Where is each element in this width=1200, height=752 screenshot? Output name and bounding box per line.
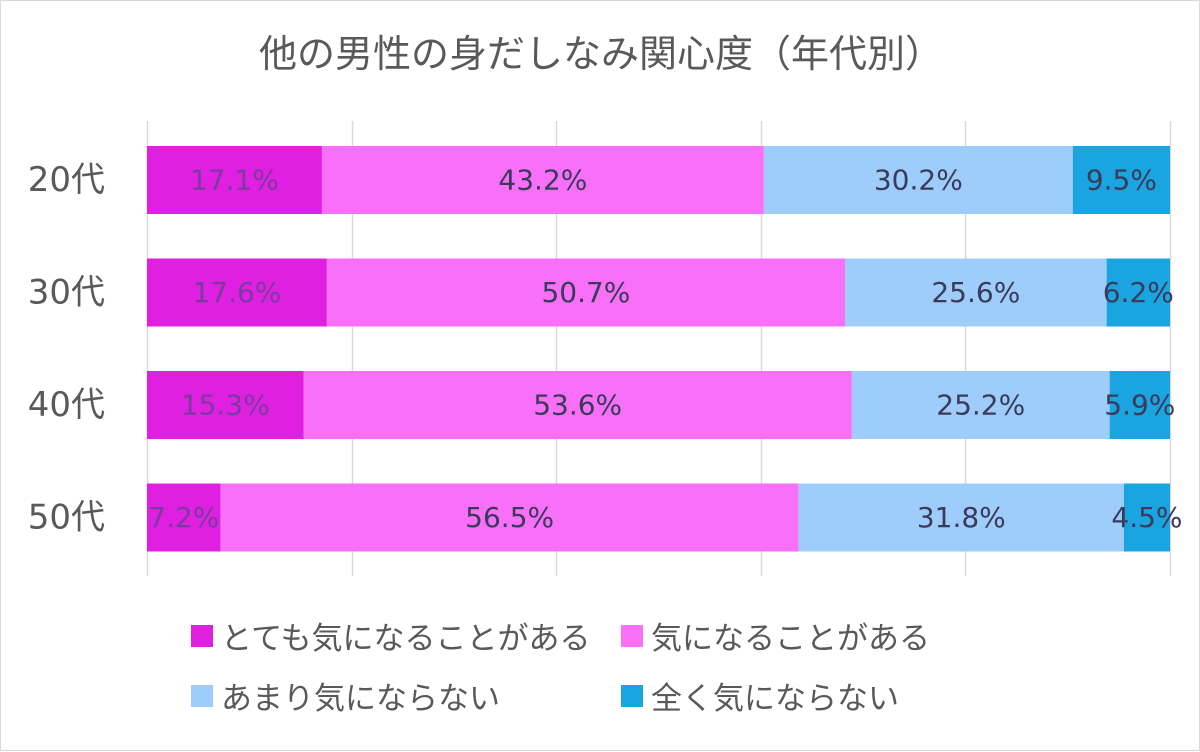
bar-segment <box>851 371 1110 439</box>
bar-segment <box>147 258 327 327</box>
category-label: 40代 <box>28 385 105 425</box>
data-label: 17.1% <box>190 164 279 197</box>
bar-segment <box>147 483 221 552</box>
legend-swatch <box>191 624 213 647</box>
bar-segment <box>326 258 846 327</box>
data-label: 56.5% <box>465 501 554 534</box>
legend-item: あまり気にならない <box>191 673 500 718</box>
category-label: 50代 <box>28 498 105 538</box>
legend-label: 全く気にならない <box>651 681 899 717</box>
data-label: 15.3% <box>181 389 270 422</box>
data-label: 5.9% <box>1104 389 1175 422</box>
data-label: 6.2% <box>1103 276 1174 309</box>
legend-item: とても気になることがある <box>191 613 591 658</box>
legend-item: 気になることがある <box>621 613 930 658</box>
data-label: 53.6% <box>533 389 622 422</box>
bar-segment <box>798 483 1124 552</box>
legend-label: あまり気にならない <box>221 681 500 717</box>
legend-swatch <box>621 684 643 707</box>
legend-item: 全く気にならない <box>621 673 899 718</box>
chart-legend: とても気になることがある 気になることがあるあまり気にならない 全く気にならない <box>191 613 991 733</box>
bar-segment <box>1106 258 1170 327</box>
category-label: 30代 <box>28 273 105 313</box>
data-label: 43.2% <box>498 164 587 197</box>
bar-segment <box>845 258 1107 327</box>
bar-segment <box>1072 146 1170 214</box>
data-label: 25.6% <box>931 276 1020 309</box>
data-label: 17.6% <box>192 276 281 309</box>
bar-segment <box>147 371 304 439</box>
bar-segment <box>1109 371 1170 439</box>
bar-segment <box>1123 483 1170 552</box>
data-label: 25.2% <box>936 389 1025 422</box>
bar-segment <box>303 371 852 439</box>
category-label: 20代 <box>28 160 105 200</box>
data-label: 9.5% <box>1086 164 1157 197</box>
data-label: 7.2% <box>148 501 219 534</box>
bar-segment <box>220 483 799 552</box>
data-label: 30.2% <box>874 164 963 197</box>
legend-label: とても気になることがある <box>221 621 591 657</box>
legend-label: 気になることがある <box>651 621 930 657</box>
data-label: 4.5% <box>1111 501 1182 534</box>
bar-segment <box>147 146 322 214</box>
data-label: 31.8% <box>917 501 1006 534</box>
data-label: 50.7% <box>541 276 630 309</box>
legend-swatch <box>621 624 643 647</box>
bar-segment <box>763 146 1073 214</box>
bar-segment <box>321 146 764 214</box>
chart-title: 他の男性の身だしなみ関心度（年代別） <box>258 32 943 76</box>
legend-swatch <box>191 684 213 707</box>
